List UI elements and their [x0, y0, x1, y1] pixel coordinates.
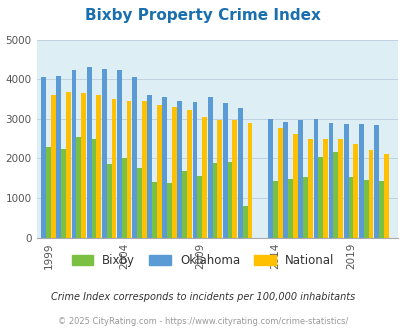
Bar	[117, 70, 121, 238]
Bar	[156, 105, 161, 238]
Text: © 2025 CityRating.com - https://www.cityrating.com/crime-statistics/: © 2025 CityRating.com - https://www.city…	[58, 317, 347, 326]
Bar	[358, 124, 363, 238]
Bar	[207, 97, 212, 238]
Bar	[66, 92, 71, 238]
Bar	[288, 179, 292, 238]
Bar	[172, 107, 177, 238]
Bar	[348, 177, 353, 238]
Bar	[46, 147, 51, 238]
Bar	[76, 137, 81, 238]
Bar	[197, 176, 202, 238]
Bar	[378, 181, 383, 238]
Bar	[162, 97, 167, 238]
Bar	[343, 123, 348, 238]
Bar	[71, 70, 76, 238]
Bar	[363, 180, 368, 238]
Bar	[322, 139, 327, 238]
Bar	[283, 121, 288, 238]
Bar	[81, 93, 86, 238]
Bar	[147, 95, 152, 238]
Bar	[51, 95, 56, 238]
Bar	[368, 150, 373, 238]
Bar	[267, 119, 272, 238]
Bar	[333, 152, 337, 238]
Bar	[136, 168, 141, 238]
Bar	[41, 77, 46, 238]
Bar	[247, 123, 252, 238]
Bar	[96, 95, 101, 238]
Text: Bixby Property Crime Index: Bixby Property Crime Index	[85, 8, 320, 23]
Bar	[373, 125, 378, 238]
Bar	[107, 164, 111, 238]
Bar	[132, 77, 136, 238]
Bar	[167, 183, 172, 238]
Bar	[272, 182, 277, 238]
Bar	[61, 148, 66, 238]
Bar	[111, 99, 116, 238]
Bar	[353, 144, 357, 238]
Bar	[227, 162, 232, 238]
Bar	[242, 206, 247, 238]
Bar	[192, 102, 197, 238]
Bar	[328, 123, 333, 238]
Bar	[298, 120, 303, 238]
Bar	[122, 158, 126, 238]
Bar	[87, 67, 92, 238]
Bar	[141, 101, 146, 238]
Bar	[337, 139, 342, 238]
Bar	[383, 154, 388, 238]
Bar	[92, 139, 96, 238]
Bar	[202, 117, 207, 238]
Legend: Bixby, Oklahoma, National: Bixby, Oklahoma, National	[67, 249, 338, 272]
Bar	[292, 134, 297, 238]
Text: Crime Index corresponds to incidents per 100,000 inhabitants: Crime Index corresponds to incidents per…	[51, 292, 354, 302]
Bar	[102, 69, 107, 238]
Bar	[56, 77, 61, 238]
Bar	[232, 120, 237, 238]
Bar	[222, 103, 227, 238]
Bar	[313, 119, 318, 238]
Bar	[237, 108, 242, 238]
Bar	[187, 110, 192, 238]
Bar	[318, 157, 322, 238]
Bar	[307, 139, 312, 238]
Bar	[152, 182, 156, 238]
Bar	[277, 128, 282, 238]
Bar	[177, 101, 182, 238]
Bar	[217, 120, 222, 238]
Bar	[303, 177, 307, 238]
Bar	[212, 163, 217, 238]
Bar	[182, 171, 187, 238]
Bar	[126, 101, 131, 238]
